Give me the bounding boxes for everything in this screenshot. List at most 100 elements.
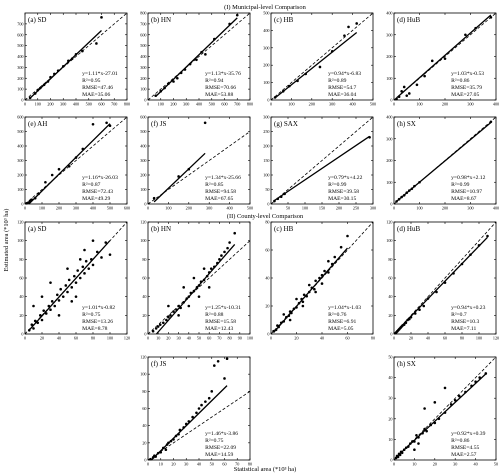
stat-text: MAE=35.06 (82, 92, 110, 98)
data-point (74, 53, 78, 56)
stat-text: RMSE=6.91 (328, 319, 356, 325)
stat-text: RMSE=70.66 (205, 85, 236, 91)
data-point (223, 377, 226, 380)
x-tick-label: 100 (39, 206, 45, 211)
data-point (174, 434, 178, 438)
y-tick-label: 150 (263, 158, 269, 163)
y-tick-label: 60 (142, 276, 146, 281)
data-point (307, 290, 311, 294)
data-point (177, 432, 180, 436)
data-point (402, 323, 406, 326)
data-point (228, 241, 231, 244)
x-tick-label: 40 (197, 462, 201, 467)
data-point (197, 284, 201, 287)
stat-text: MAE=7.11 (451, 326, 476, 332)
data-point (287, 314, 291, 318)
data-point (28, 199, 32, 203)
data-point (57, 167, 61, 171)
y-tick-label: 200 (17, 173, 23, 178)
panel-label: (d) HuB (397, 16, 420, 24)
y-tick-label: 700 (140, 21, 146, 26)
stat-text: RMSE=10.3 (451, 319, 479, 325)
data-point (213, 364, 216, 367)
stat-text: RMSE=35.79 (451, 85, 482, 91)
data-point (318, 65, 322, 69)
x-tick-label: 0 (270, 102, 272, 107)
data-point (347, 25, 350, 29)
x-tick-label: 60 (345, 336, 349, 341)
x-tick-label: 100 (476, 336, 482, 341)
y-tick-label: 20 (388, 313, 392, 318)
x-tick-label: 200 (56, 206, 62, 211)
y-tick-label: 100 (17, 238, 23, 243)
x-tick-label: 300 (60, 102, 66, 107)
data-point (478, 376, 481, 379)
data-point (192, 289, 196, 293)
x-tick-label: 0 (24, 206, 26, 211)
data-point (195, 58, 198, 62)
data-point (400, 90, 403, 93)
data-point (213, 37, 216, 41)
x-tick-label: 200 (442, 206, 448, 211)
data-point (395, 200, 398, 203)
stat-text: R²=0.75 (205, 438, 224, 444)
data-point (177, 304, 180, 308)
data-point (408, 92, 411, 95)
data-point (417, 442, 420, 445)
y-tick-label: 30 (388, 396, 392, 401)
data-point (49, 75, 52, 79)
x-tick-label: 600 (221, 102, 227, 107)
x-tick-label: 80 (91, 336, 95, 341)
stat-text: R²=0.99 (328, 182, 347, 188)
x-tick-label: 0 (24, 336, 26, 341)
x-tick-label: 20 (294, 336, 298, 341)
panel-label: (g) SAX (274, 120, 298, 128)
x-tick-label: 300 (183, 102, 189, 107)
y-tick-label: 600 (17, 32, 23, 37)
stat-text: MAE=27.05 (451, 92, 479, 98)
data-point (95, 42, 98, 45)
data-point (489, 16, 493, 19)
x-tick-label: 500 (370, 102, 376, 107)
data-point (368, 136, 371, 139)
data-point (28, 96, 32, 100)
data-point (433, 421, 437, 425)
panel-label: (b) HN (151, 16, 171, 24)
fit-line (153, 152, 206, 203)
stat-text: R²=0.7 (451, 312, 467, 318)
data-point (40, 295, 44, 298)
data-point (66, 267, 69, 270)
y-tick-label: 100 (140, 238, 146, 243)
data-point (59, 287, 62, 291)
x-tick-label: 70 (235, 462, 239, 467)
panel-label: (a) SD (28, 225, 46, 233)
y-tick-label: 200 (17, 76, 23, 81)
stat-text: RMSE=72.43 (82, 189, 113, 195)
x-tick-label: 40 (426, 336, 430, 341)
data-point (195, 286, 199, 289)
panel-label: (e) AH (28, 120, 47, 128)
data-point (397, 197, 401, 201)
data-point (167, 441, 170, 445)
x-tick-label: 30 (184, 462, 188, 467)
data-point (443, 386, 447, 390)
stat-text: y=1.16*x-26.03 (82, 175, 118, 181)
stat-text: R²=0.88 (205, 312, 224, 318)
panel: 0 20 40 60 80 100 120 0 20 40 60 80 100 120 (a) SD y=1.… (17, 220, 130, 341)
panel: 0 100 200 300 400 500 0 100 200 300 400 500 (c) HB y=… (263, 11, 376, 107)
stat-text: y=0.98*x+2.12 (451, 175, 485, 181)
x-tick-label: 30 (453, 462, 457, 467)
data-point (30, 323, 34, 326)
data-point (411, 440, 414, 443)
data-point (70, 57, 74, 60)
data-point (404, 321, 408, 325)
x-tick-label: 70 (217, 336, 221, 341)
x-tick-label: 500 (247, 206, 253, 211)
panel: 0 20 40 60 80 100 120 0 20 40 60 80 100 120 (d) HuB y=0… (386, 220, 499, 341)
data-point (40, 318, 44, 322)
data-point (179, 306, 182, 310)
x-tick-label: 40 (474, 462, 478, 467)
data-point (33, 196, 37, 200)
data-point (277, 325, 280, 329)
y-tick-label: 80 (265, 220, 269, 225)
